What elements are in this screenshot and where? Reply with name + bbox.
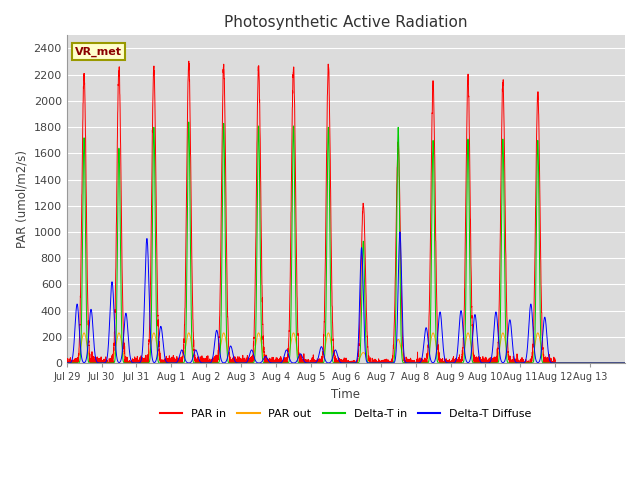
Y-axis label: PAR (umol/m2/s): PAR (umol/m2/s)	[15, 150, 28, 248]
Text: VR_met: VR_met	[75, 47, 122, 57]
X-axis label: Time: Time	[332, 388, 360, 401]
Legend: PAR in, PAR out, Delta-T in, Delta-T Diffuse: PAR in, PAR out, Delta-T in, Delta-T Dif…	[156, 404, 536, 423]
Title: Photosynthetic Active Radiation: Photosynthetic Active Radiation	[224, 15, 468, 30]
